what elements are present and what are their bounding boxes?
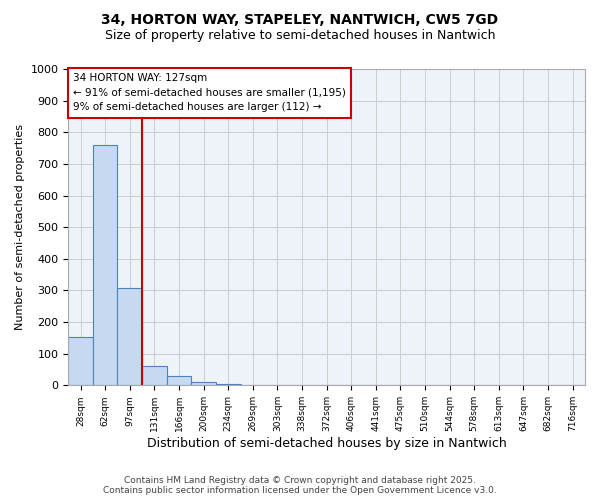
Bar: [68, 338, 93, 386]
Bar: [191, 382, 216, 386]
Bar: [216, 384, 241, 386]
Text: Size of property relative to semi-detached houses in Nantwich: Size of property relative to semi-detach…: [105, 29, 495, 42]
Bar: [167, 376, 191, 386]
Text: 34, HORTON WAY, STAPELEY, NANTWICH, CW5 7GD: 34, HORTON WAY, STAPELEY, NANTWICH, CW5 …: [101, 12, 499, 26]
Text: 34 HORTON WAY: 127sqm
← 91% of semi-detached houses are smaller (1,195)
9% of se: 34 HORTON WAY: 127sqm ← 91% of semi-deta…: [73, 73, 346, 112]
Bar: [142, 366, 167, 386]
Text: Contains HM Land Registry data © Crown copyright and database right 2025.
Contai: Contains HM Land Registry data © Crown c…: [103, 476, 497, 495]
X-axis label: Distribution of semi-detached houses by size in Nantwich: Distribution of semi-detached houses by …: [147, 437, 506, 450]
Y-axis label: Number of semi-detached properties: Number of semi-detached properties: [15, 124, 25, 330]
Bar: [93, 145, 118, 386]
Bar: [118, 288, 142, 386]
